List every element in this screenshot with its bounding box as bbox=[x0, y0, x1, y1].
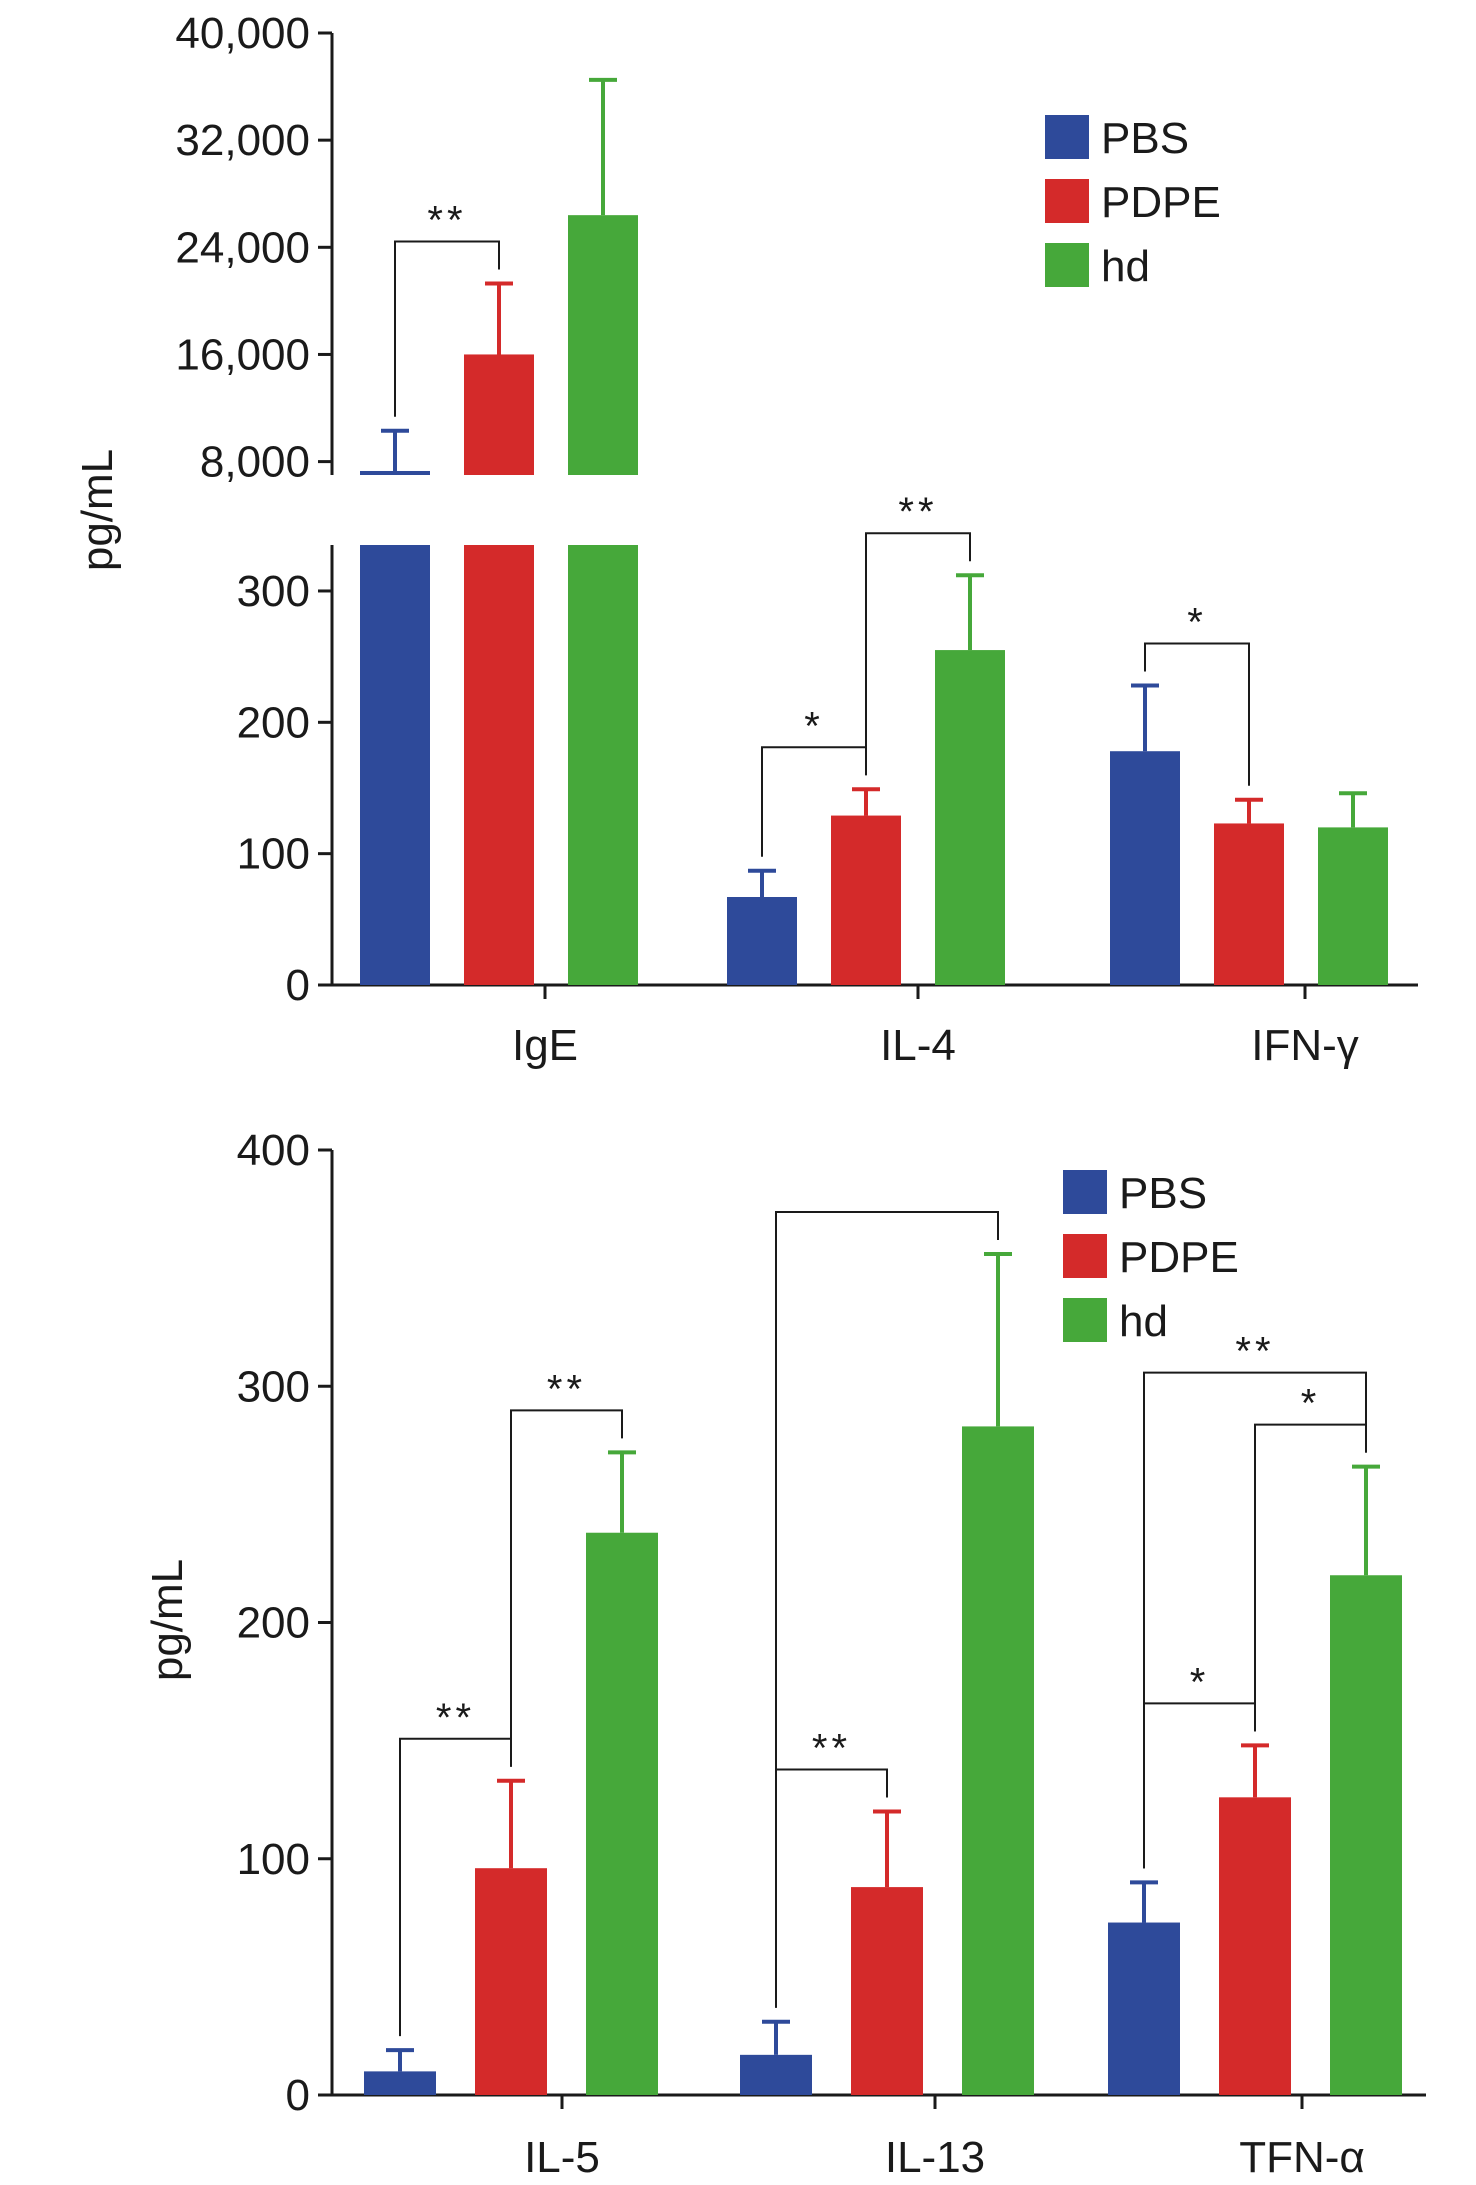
y-tick-label: 200 bbox=[237, 1599, 310, 1648]
legend-label: PDPE bbox=[1119, 1233, 1239, 1282]
significance-bracket bbox=[1144, 642, 1250, 786]
y-tick-label: 200 bbox=[237, 698, 310, 747]
x-tick-label: IFN-γ bbox=[1251, 1021, 1359, 1070]
y-tick-label: 300 bbox=[237, 567, 310, 616]
y-tick-label: 400 bbox=[237, 1126, 310, 1175]
bar bbox=[831, 815, 901, 985]
y-tick-label: 16,000 bbox=[175, 330, 310, 379]
y-tick-label: 100 bbox=[237, 830, 310, 879]
bar bbox=[1214, 823, 1284, 985]
bar bbox=[364, 2071, 436, 2095]
significance-label: * bbox=[1187, 601, 1207, 645]
significance-bracket bbox=[1143, 1371, 1367, 1869]
y-tick-label: 32,000 bbox=[175, 116, 310, 165]
bar bbox=[1330, 1575, 1402, 2095]
legend-label: PBS bbox=[1101, 114, 1189, 163]
y-axis-label: pg/mL bbox=[73, 449, 122, 571]
bar-lower-part bbox=[568, 545, 638, 985]
bar bbox=[360, 470, 430, 475]
legend-swatch bbox=[1045, 179, 1089, 223]
bar bbox=[568, 215, 638, 475]
significance-label: ** bbox=[898, 490, 937, 534]
significance-bracket bbox=[775, 1210, 999, 2008]
legend-swatch bbox=[1063, 1298, 1107, 1342]
y-tick-label: 300 bbox=[237, 1362, 310, 1411]
x-tick-label: IL-5 bbox=[524, 2133, 600, 2182]
significance-label: * bbox=[1301, 1382, 1321, 1426]
bar bbox=[1108, 1922, 1180, 2095]
y-tick-label: 40,000 bbox=[175, 9, 310, 58]
bar bbox=[1219, 1797, 1291, 2095]
bar bbox=[464, 354, 534, 475]
x-tick-label: TFN-α bbox=[1239, 2133, 1365, 2182]
legend-label: PDPE bbox=[1101, 178, 1221, 227]
significance-label: ** bbox=[547, 1367, 586, 1411]
bar bbox=[1110, 751, 1180, 985]
significance-label: ** bbox=[427, 198, 466, 242]
chart-top: 8,000 16,000 24,000 32,000 40,000 0 100 200 300 p… bbox=[73, 9, 1418, 1070]
legend-label: PBS bbox=[1119, 1169, 1207, 1218]
bar bbox=[935, 650, 1005, 985]
x-tick-label: IL-13 bbox=[885, 2133, 985, 2182]
significance-label: ** bbox=[812, 1727, 851, 1771]
bar bbox=[740, 2054, 812, 2095]
significance-label: ** bbox=[1235, 1330, 1274, 1374]
x-tick-label: IL-4 bbox=[880, 1021, 956, 1070]
y-tick-label: 100 bbox=[237, 1835, 310, 1884]
significance-bracket bbox=[510, 1409, 623, 1767]
legend-swatch bbox=[1063, 1170, 1107, 1214]
legend-swatch bbox=[1045, 243, 1089, 287]
legend-swatch bbox=[1045, 115, 1089, 159]
legend-swatch bbox=[1063, 1234, 1107, 1278]
y-tick-label: 0 bbox=[286, 2071, 310, 2120]
bar-lower-part bbox=[464, 545, 534, 985]
significance-label: * bbox=[1190, 1660, 1210, 1704]
bar bbox=[962, 1426, 1034, 2095]
bar bbox=[1318, 827, 1388, 985]
bar bbox=[586, 1532, 658, 2095]
y-tick-label: 8,000 bbox=[200, 438, 310, 487]
bar-lower-part bbox=[360, 545, 430, 985]
significance-label: ** bbox=[436, 1696, 475, 1740]
y-axis-label: pg/mL bbox=[143, 1559, 192, 1681]
x-tick-label: IgE bbox=[512, 1021, 578, 1070]
bar bbox=[727, 897, 797, 985]
significance-bracket bbox=[394, 240, 500, 417]
y-tick-label: 24,000 bbox=[175, 223, 310, 272]
y-tick-label: 0 bbox=[286, 961, 310, 1010]
bar bbox=[475, 1868, 547, 2095]
legend-label: hd bbox=[1119, 1297, 1168, 1346]
significance-bracket bbox=[865, 532, 971, 776]
bar bbox=[851, 1887, 923, 2095]
legend-label: hd bbox=[1101, 242, 1150, 291]
significance-label: * bbox=[804, 704, 824, 748]
